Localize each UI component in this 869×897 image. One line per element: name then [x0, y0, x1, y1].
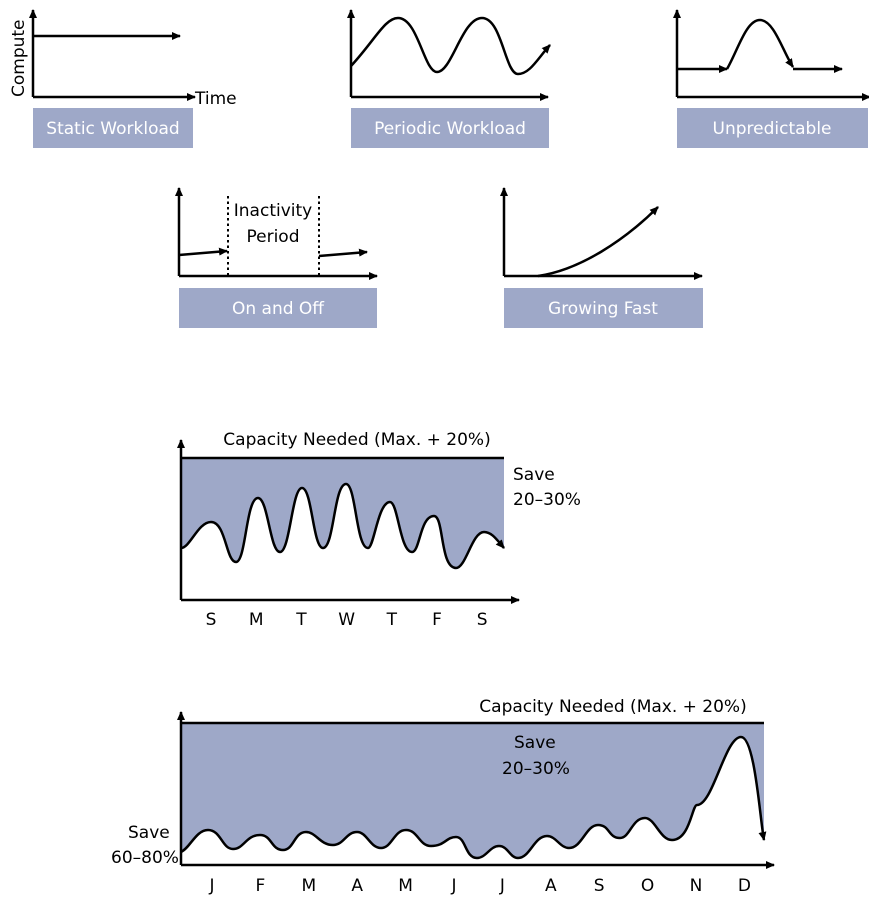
month-tick-label: A	[545, 876, 557, 896]
growing-curve	[537, 206, 659, 278]
month-tick-label: S	[594, 876, 605, 896]
onoff-caption-box	[179, 288, 377, 328]
weekly-savings-area	[181, 458, 504, 568]
on-off-panel: Inactivity Period On and Off	[175, 187, 378, 328]
onoff-caption: On and Off	[232, 299, 325, 319]
inactivity-label-line2: Period	[246, 227, 299, 247]
month-tick-label: O	[641, 876, 654, 896]
day-tick-label: S	[206, 610, 217, 630]
yearly-demand-curve	[180, 735, 767, 860]
unpredictable-caption: Unpredictable	[713, 119, 832, 139]
periodic-caption-box	[351, 108, 549, 148]
yearly-save-left-line2: 60–80%	[111, 848, 179, 868]
day-tick-label: S	[477, 610, 488, 630]
month-tick-label: J	[499, 876, 505, 896]
month-tick-label: N	[690, 876, 703, 896]
unpredictable-spike	[725, 18, 795, 70]
weekly-save-line1: Save	[513, 465, 555, 485]
yearly-save-top-line2: 20–30%	[502, 759, 570, 779]
growing-caption-box	[504, 288, 703, 328]
periodic-caption: Periodic Workload	[374, 119, 526, 139]
yearly-save-top-line1: Save	[514, 733, 556, 753]
time-axis-label: Time	[194, 89, 237, 109]
weekly-capacity-label: Capacity Needed (Max. + 20%)	[223, 430, 490, 450]
month-tick-label: J	[450, 876, 456, 896]
unpredictable-caption-box	[677, 108, 868, 148]
month-tick-label: D	[738, 876, 751, 896]
day-tick-label: M	[249, 610, 264, 630]
day-tick-label: T	[386, 610, 398, 630]
month-tick-label: M	[398, 876, 413, 896]
static-caption-box	[33, 108, 193, 148]
weekly-demand-curve	[180, 482, 505, 570]
month-tick-label: J	[208, 876, 214, 896]
yearly-capacity-label: Capacity Needed (Max. + 20%)	[479, 697, 746, 717]
periodic-wave	[350, 16, 551, 76]
month-tick-label: F	[256, 876, 266, 896]
inactivity-label-line1: Inactivity	[234, 201, 312, 221]
onoff-on-line-2	[318, 248, 368, 258]
static-caption: Static Workload	[46, 119, 179, 139]
static-workload-panel: Compute Time Static Workload	[9, 9, 237, 148]
day-tick-label: W	[338, 610, 355, 630]
periodic-workload-panel: Periodic Workload	[347, 9, 551, 148]
month-tick-label: A	[351, 876, 363, 896]
month-tick-label: M	[301, 876, 316, 896]
unpredictable-panel: Unpredictable	[673, 9, 869, 148]
onoff-on-line-1	[178, 247, 228, 257]
yearly-savings-area	[181, 723, 764, 858]
day-tick-label: T	[295, 610, 307, 630]
weekly-save-line2: 20–30%	[513, 490, 581, 510]
day-tick-label: F	[432, 610, 442, 630]
compute-axis-label: Compute	[9, 19, 29, 97]
weekly-capacity-chart: Capacity Needed (Max. + 20%) Save 20–30%…	[177, 430, 581, 630]
growing-fast-panel: Growing Fast	[500, 187, 703, 328]
growing-caption: Growing Fast	[548, 299, 658, 319]
yearly-capacity-chart: Capacity Needed (Max. + 20%) Save 20–30%…	[111, 697, 775, 896]
yearly-save-left-line1: Save	[128, 823, 170, 843]
